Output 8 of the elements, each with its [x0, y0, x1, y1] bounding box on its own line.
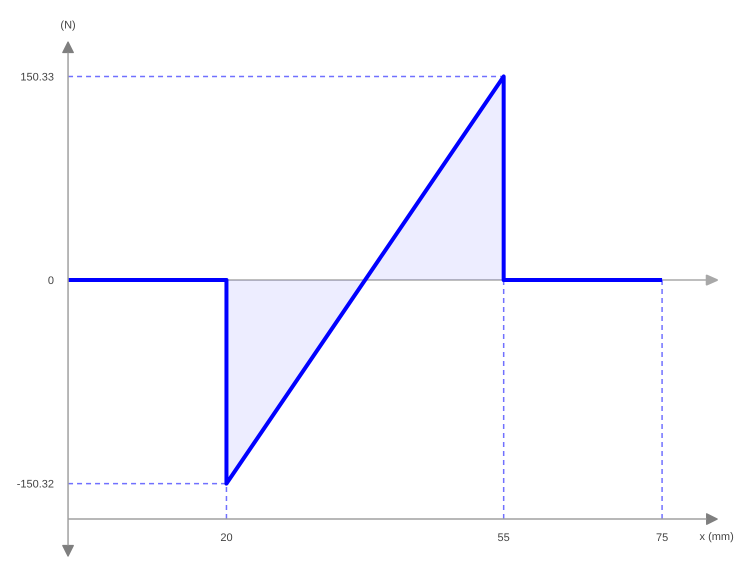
x-tick-label: 75	[656, 532, 668, 544]
y-tick-label: -150.32	[16, 478, 54, 491]
x-axis-title: x (mm)	[700, 531, 734, 544]
x-tick-label: 55	[498, 532, 510, 544]
x-tick-label: 20	[220, 532, 233, 544]
y-axis-title: (N)	[60, 20, 76, 32]
y-tick-label: 0	[48, 275, 54, 288]
y-tick-label: 150.33	[20, 71, 54, 84]
